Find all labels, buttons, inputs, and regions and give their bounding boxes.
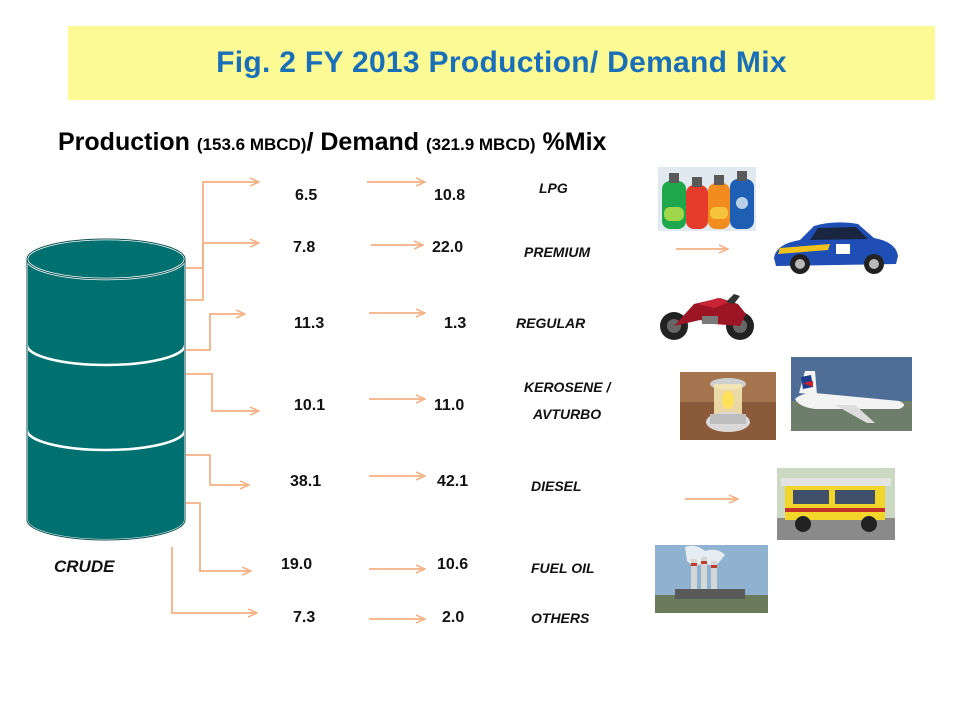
demand-fuel-oil: 10.6 [437,556,469,573]
crude-label: CRUDE [54,557,115,576]
title-band: Fig. 2 FY 2013 Production/ Demand Mix [68,26,935,100]
branch-arrow-lpg [186,182,258,269]
production-others: 7.3 [293,609,316,626]
subtitle-separator: / Demand [306,128,426,156]
branch-arrow-kerosene [186,373,258,411]
motorcycle-icon [654,290,760,342]
label-regular: REGULAR [516,315,586,331]
label-avturbo: AVTURBO [533,406,602,422]
lpg-cylinders-icon [658,167,756,231]
demand-premium: 22.0 [432,239,464,256]
production-lpg: 6.5 [295,187,318,204]
demand-kerosene: 11.0 [434,397,465,414]
power-plant-icon [655,545,768,613]
production-diesel: 38.1 [290,473,322,490]
label-premium: PREMIUM [524,244,591,260]
production-kerosene: 10.1 [294,397,326,414]
branch-arrow-regular [186,314,244,351]
subtitle-production: Production [58,128,197,156]
production-premium: 7.8 [293,239,316,256]
subtitle: Production (153.6 MBCD)/ Demand (321.9 M… [58,128,918,157]
jeepney-icon [777,468,895,540]
crude-barrel-icon [25,237,187,541]
label-fuel-oil: FUEL OIL [531,560,595,576]
label-kerosene: KEROSENE / [524,379,611,395]
demand-lpg: 10.8 [434,187,466,204]
subtitle-demand-value: (321.9 MBCD) [425,135,536,154]
label-others: OTHERS [531,610,590,626]
rally-car-icon [770,218,902,276]
production-fuel-oil: 19.0 [281,556,313,573]
page-title: Fig. 2 FY 2013 Production/ Demand Mix [216,46,787,79]
demand-regular: 1.3 [444,315,467,332]
subtitle-production-value: (153.6 MBCD) [196,135,307,154]
demand-diesel: 42.1 [437,473,469,490]
airplane-icon [791,357,912,431]
subtitle-suffix: %Mix [535,128,607,156]
branch-arrow-premium [186,243,258,301]
production-regular: 11.3 [294,315,325,332]
branch-arrow-others [171,547,256,613]
branch-arrow-diesel [186,454,248,485]
label-lpg: LPG [539,180,568,196]
branch-arrow-fuel-oil [186,502,250,571]
demand-others: 2.0 [442,609,465,626]
lantern-icon [680,372,776,440]
label-diesel: DIESEL [531,478,582,494]
